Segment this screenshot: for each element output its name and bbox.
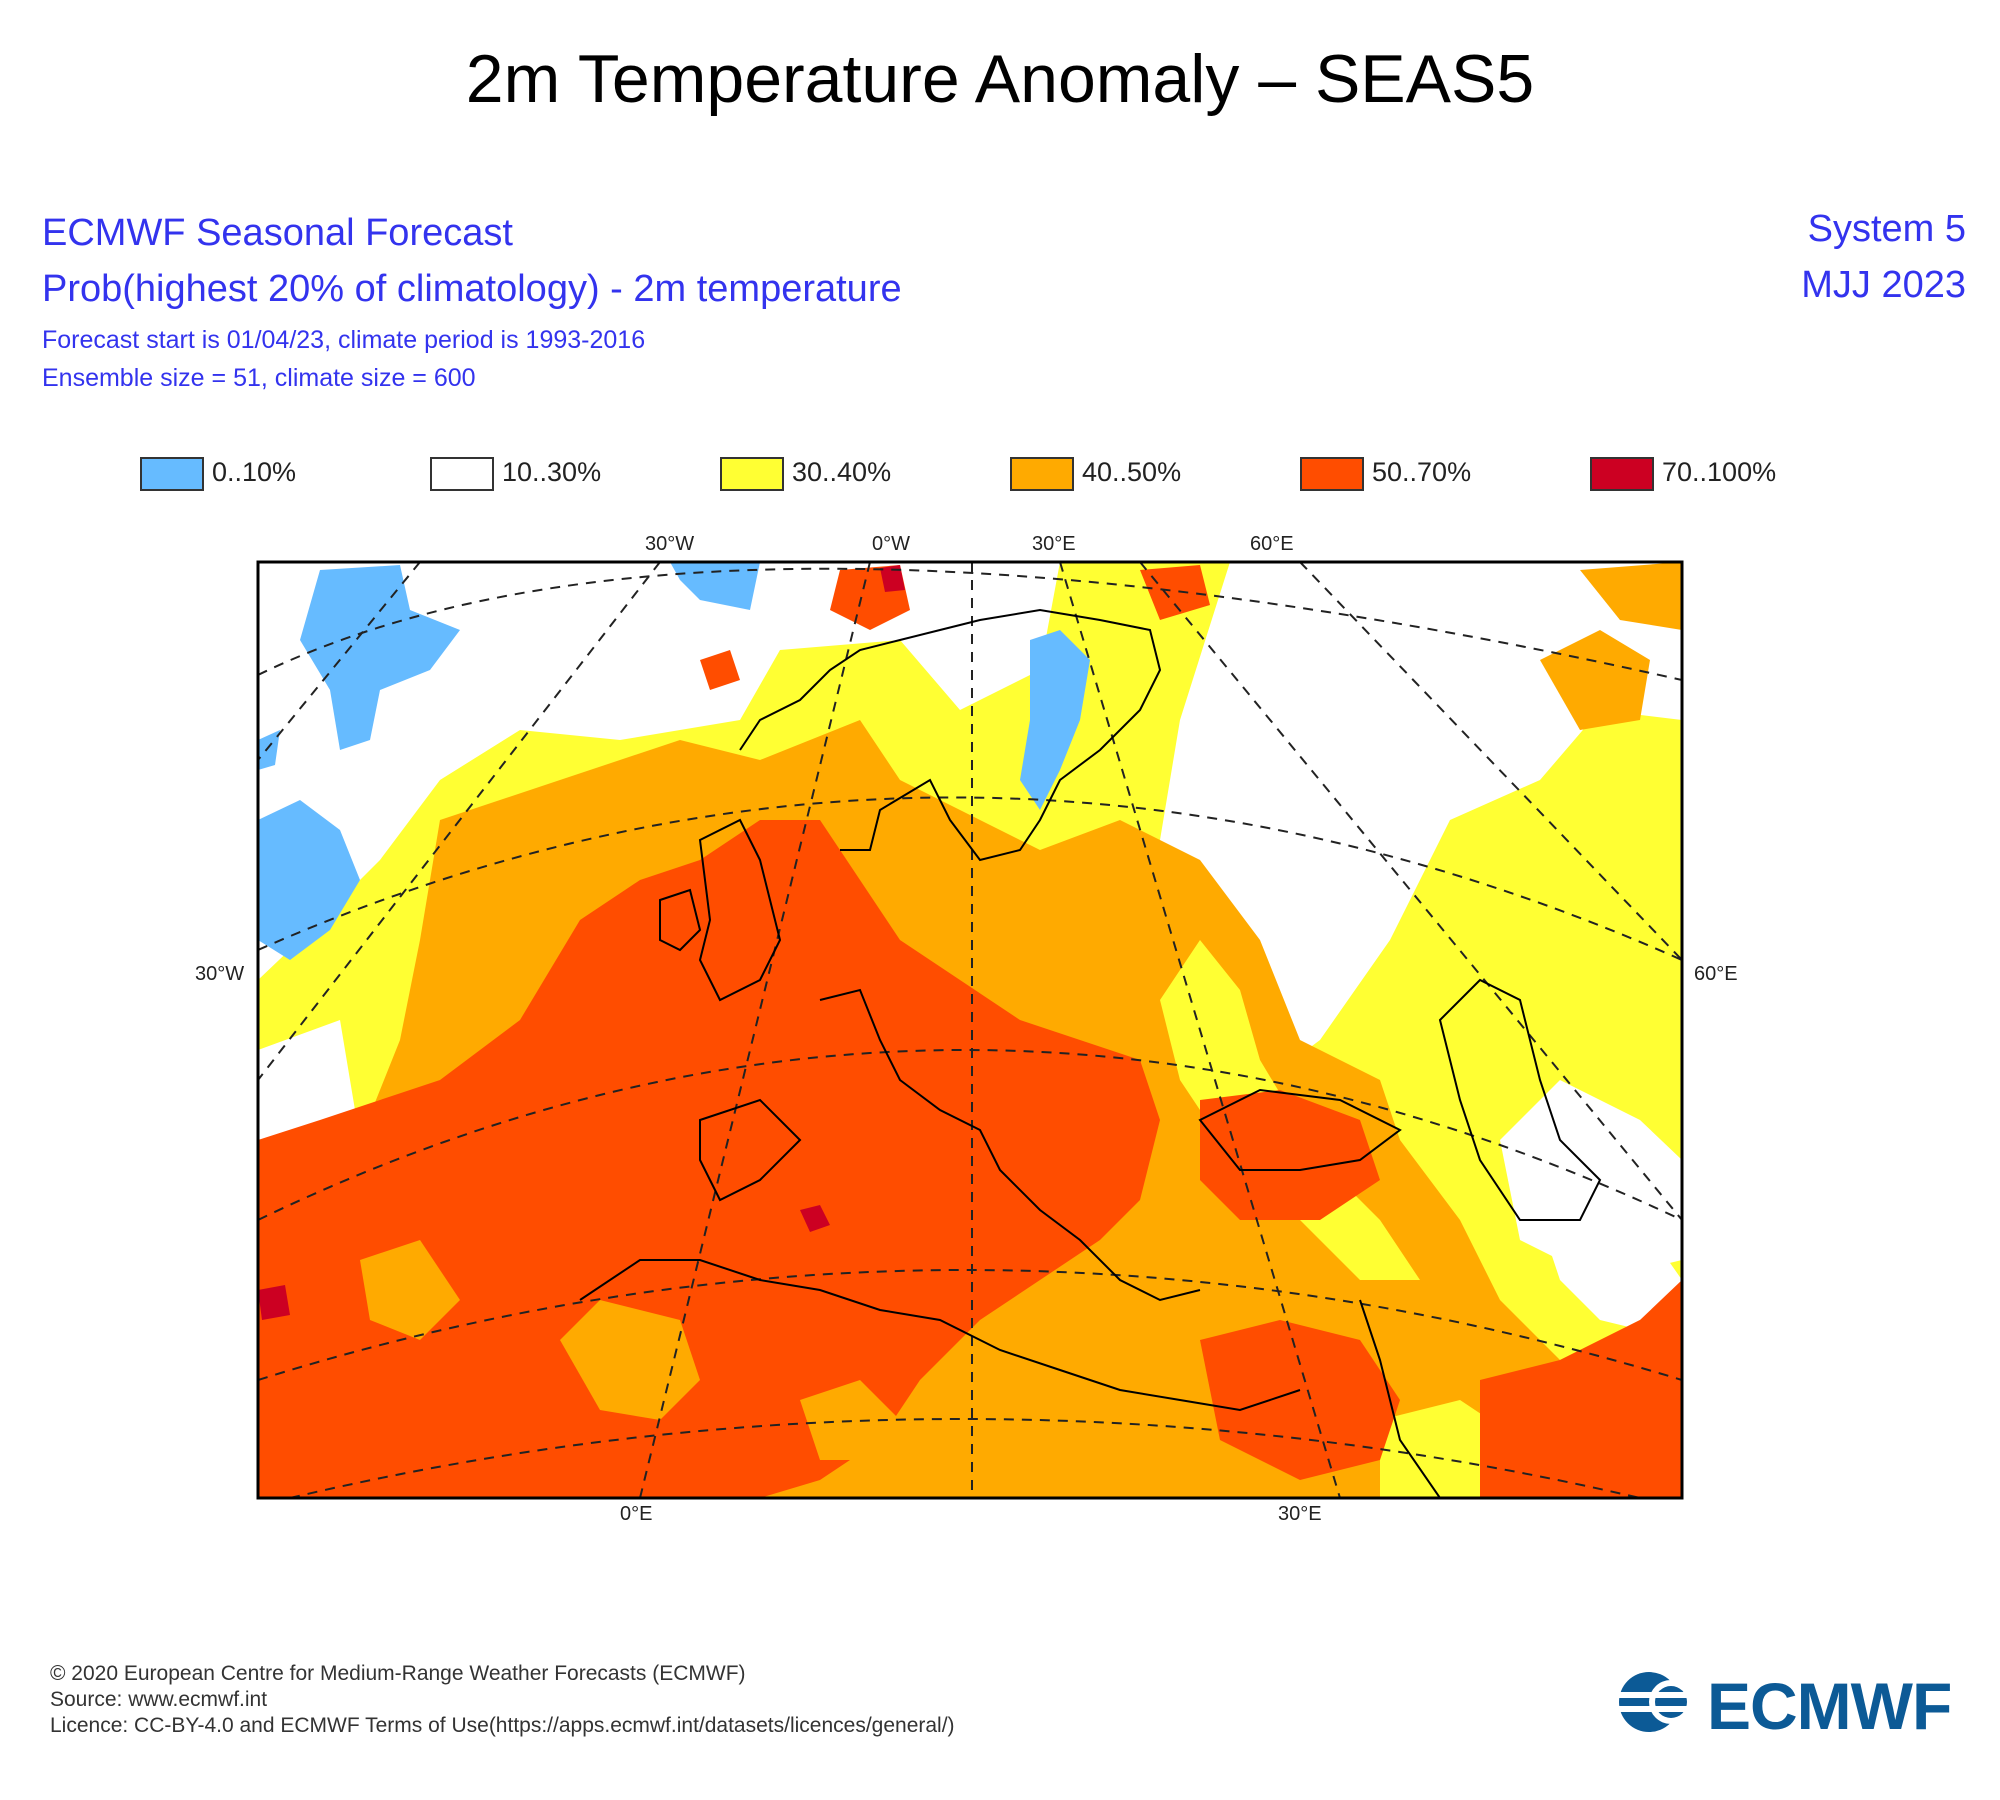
- legend-swatch: [140, 457, 204, 491]
- field-40-50-arctic: [1580, 562, 1682, 630]
- legend-swatch: [1010, 457, 1074, 491]
- footer-copyright: © 2020 European Centre for Medium-Range …: [50, 1662, 746, 1685]
- forecast-start-info: Forecast start is 01/04/23, climate peri…: [42, 326, 646, 354]
- forecast-source-title: ECMWF Seasonal Forecast: [42, 212, 513, 254]
- field-50-70-levant: [1200, 1320, 1400, 1480]
- field-70-100-west: [258, 1285, 290, 1320]
- coastline-ireland: [659, 888, 702, 952]
- field-40-50-northeast: [1540, 630, 1650, 730]
- axis-labels: 30°W 0°W 30°E 60°E 30°W 60°E 0°E 30°E: [195, 533, 1738, 1525]
- meridian-line: [258, 562, 661, 1081]
- meridian-line: [1299, 562, 1682, 961]
- period-label: MJJ 2023: [1801, 264, 1966, 306]
- field-40-50-patch-libya: [800, 1380, 900, 1460]
- coastline-red-sea: [1359, 1299, 1441, 1498]
- right-label-60e: 60°E: [1694, 963, 1738, 985]
- field-10-30-east: [1540, 1220, 1682, 1340]
- field-50-70-black-sea: [1200, 1090, 1380, 1220]
- ecmwf-logo-icon: [1617, 1672, 1701, 1732]
- legend-label: 10..30%: [502, 457, 602, 487]
- coastline-iberia: [699, 1098, 802, 1202]
- legend-swatch: [1300, 457, 1364, 491]
- page-title: 2m Temperature Anomaly – SEAS5: [465, 41, 1535, 117]
- field-70-100-north: [880, 565, 905, 592]
- system-label: System 5: [1807, 208, 1966, 250]
- parallel-line: [258, 1049, 1682, 1221]
- coastline-scandinavia: [739, 608, 1162, 862]
- coastline-caspian: [1438, 978, 1602, 1221]
- meridian-line: [1059, 562, 1341, 1498]
- coastlines: [579, 608, 1602, 1498]
- top-label-0w: 0°W: [872, 533, 910, 555]
- legend-label: 70..100%: [1662, 457, 1777, 487]
- parallel-line: [258, 1269, 1682, 1381]
- bottom-label-0e: 0°E: [620, 1503, 652, 1525]
- coastline-great-britain: [698, 818, 782, 1002]
- field-70-100-sardinia: [800, 1205, 830, 1232]
- field-0-10-north: [670, 562, 760, 610]
- top-label-30e: 30°E: [1032, 533, 1076, 555]
- parallel-line: [258, 796, 1682, 961]
- parallel-line: [258, 567, 1682, 681]
- field-0-10-scandinavia: [1020, 630, 1090, 810]
- legend-swatch: [430, 457, 494, 491]
- ensemble-size-info: Ensemble size = 51, climate size = 600: [42, 364, 476, 392]
- graticule: [258, 562, 1682, 1498]
- field-10-30-north-atlantic: [258, 562, 1060, 980]
- map-frame: [256, 560, 1684, 1500]
- coastline-north-africa: [579, 1259, 1301, 1412]
- field-40-50-patch-atlantic: [360, 1240, 460, 1340]
- field-50-70-mediterranean: [258, 820, 1160, 1498]
- field-50-70-arabia: [1480, 1280, 1682, 1498]
- field-50-70-barents: [1140, 565, 1210, 620]
- field-0-10-greenland-sea: [300, 565, 460, 750]
- legend-swatch: [720, 457, 784, 491]
- legend-label: 30..40%: [792, 457, 892, 487]
- field-50-70-iceland: [700, 650, 740, 690]
- field-40-50-patch-algeria: [560, 1300, 700, 1420]
- ecmwf-logo: ECMWF: [1615, 1668, 1960, 1743]
- left-label-30w: 30°W: [195, 963, 244, 985]
- footer-licence: Licence: CC-BY-4.0 and ECMWF Terms of Us…: [50, 1714, 955, 1737]
- probability-field: [258, 562, 1682, 1498]
- field-0-10-edge: [258, 730, 280, 770]
- forecast-variable-title: Prob(highest 20% of climatology) - 2m te…: [42, 268, 902, 310]
- legend-label: 0..10%: [212, 457, 297, 487]
- forecast-map: 30°W 0°W 30°E 60°E 30°W 60°E 0°E 30°E: [195, 533, 1738, 1525]
- legend: 0..10% 10..30% 30..40% 40..50% 50..70% 7…: [140, 455, 1840, 495]
- coastline-continent: [819, 988, 1201, 1302]
- bottom-label-30e: 30°E: [1278, 1503, 1322, 1525]
- coastline-black-sea: [1198, 1088, 1402, 1171]
- legend-label: 50..70%: [1372, 457, 1472, 487]
- ecmwf-logo-text: ECMWF: [1707, 1669, 1952, 1743]
- meridian-line: [258, 562, 421, 761]
- footer-source: Source: www.ecmwf.int: [50, 1688, 268, 1711]
- legend-label: 40..50%: [1082, 457, 1182, 487]
- top-label-30w: 30°W: [645, 533, 694, 555]
- meridian-line: [1139, 562, 1682, 1221]
- parallel-line: [289, 1418, 1641, 1498]
- field-10-30-russia: [1140, 562, 1682, 1100]
- top-label-60e: 60°E: [1250, 533, 1294, 555]
- legend-swatch: [1590, 457, 1654, 491]
- field-0-10-atlantic: [258, 800, 360, 960]
